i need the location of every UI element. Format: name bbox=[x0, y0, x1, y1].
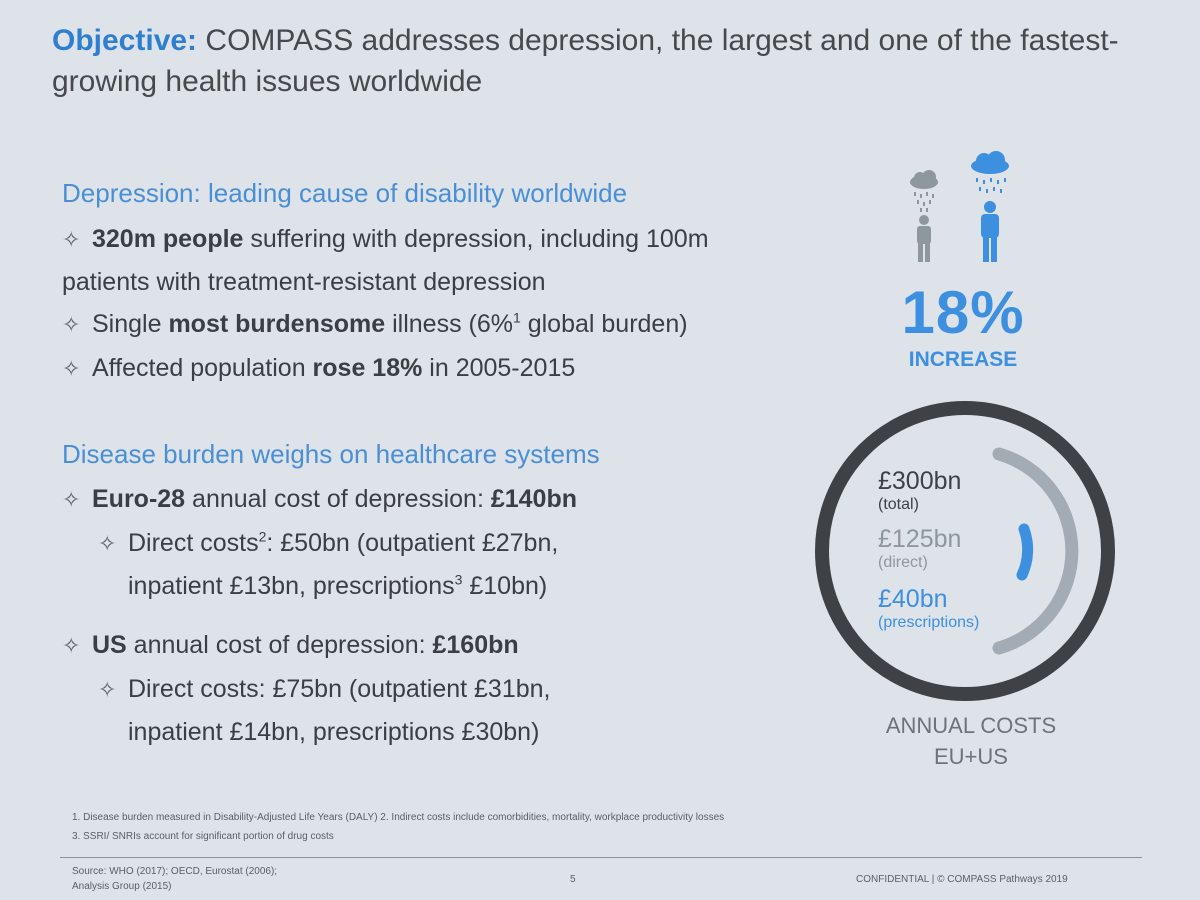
footnote-3: 3. SSRI/ SNRIs account for significant p… bbox=[72, 831, 334, 842]
source-note: Source: WHO (2017); OECD, Eurostat (2006… bbox=[72, 866, 278, 892]
annual-costs-caption: ANNUAL COSTS EU+US bbox=[885, 713, 1057, 769]
bullet-burdensome: ✧ Single most burdensome illness (6%1 glo… bbox=[62, 303, 688, 346]
increase-percent: 18% bbox=[901, 279, 1025, 346]
sparkle-icon: ✧ bbox=[98, 677, 117, 702]
increase-label: INCREASE bbox=[908, 348, 1018, 371]
ring-prescriptions-label: £40bn (prescriptions) bbox=[878, 585, 980, 631]
sparkle-icon: ✧ bbox=[62, 227, 81, 252]
person-icon bbox=[981, 201, 999, 262]
sparkle-icon: ✧ bbox=[62, 633, 81, 658]
ring-total-label: £300bn (total) bbox=[878, 467, 962, 513]
footer-divider bbox=[60, 857, 1142, 858]
annual-costs-ring bbox=[815, 401, 1115, 701]
ring-direct bbox=[992, 447, 1079, 655]
rain-cloud-icon bbox=[971, 151, 1009, 193]
page-number: 5 bbox=[570, 874, 576, 885]
rain-cloud-icon bbox=[910, 170, 938, 212]
ring-prescriptions bbox=[1016, 523, 1034, 581]
bullet-eu-direct: ✧ Direct costs2: £50bn (outpatient £27bn,… bbox=[98, 522, 558, 607]
slide-title: Objective: COMPASS addresses depression,… bbox=[52, 20, 1162, 102]
confidential-note: CONFIDENTIAL | © COMPASS Pathways 2019 bbox=[856, 874, 1068, 885]
footnote-1-2: 1. Disease burden measured in Disability… bbox=[72, 812, 725, 823]
rain-people-illustration bbox=[910, 151, 1009, 262]
ring-total bbox=[815, 401, 1115, 701]
bullet-euro28: ✧ Euro-28 annual cost of depression: £140… bbox=[62, 478, 577, 521]
sparkle-icon: ✧ bbox=[62, 487, 81, 512]
section2-heading: Disease burden weighs on healthcare syst… bbox=[62, 439, 600, 469]
title-text: COMPASS addresses depression, the larges… bbox=[52, 24, 1119, 98]
bullet-rose: ✧ Affected population rose 18% in 2005-20… bbox=[62, 347, 575, 390]
sparkle-icon: ✧ bbox=[98, 531, 117, 556]
title-lead: Objective: bbox=[52, 24, 198, 57]
person-icon bbox=[917, 215, 931, 262]
bullet-us: ✧ US annual cost of depression: £160bn bbox=[62, 624, 519, 667]
ring-direct-label: £125bn (direct) bbox=[878, 525, 962, 571]
sparkle-icon: ✧ bbox=[62, 312, 81, 337]
bullet-us-direct: ✧ Direct costs: £75bn (outpatient £31bn, … bbox=[98, 668, 551, 753]
bullet-320m: ✧ 320m people suffering with depression, … bbox=[62, 218, 709, 303]
section1-heading: Depression: leading cause of disability … bbox=[62, 178, 628, 208]
sparkle-icon: ✧ bbox=[62, 356, 81, 381]
